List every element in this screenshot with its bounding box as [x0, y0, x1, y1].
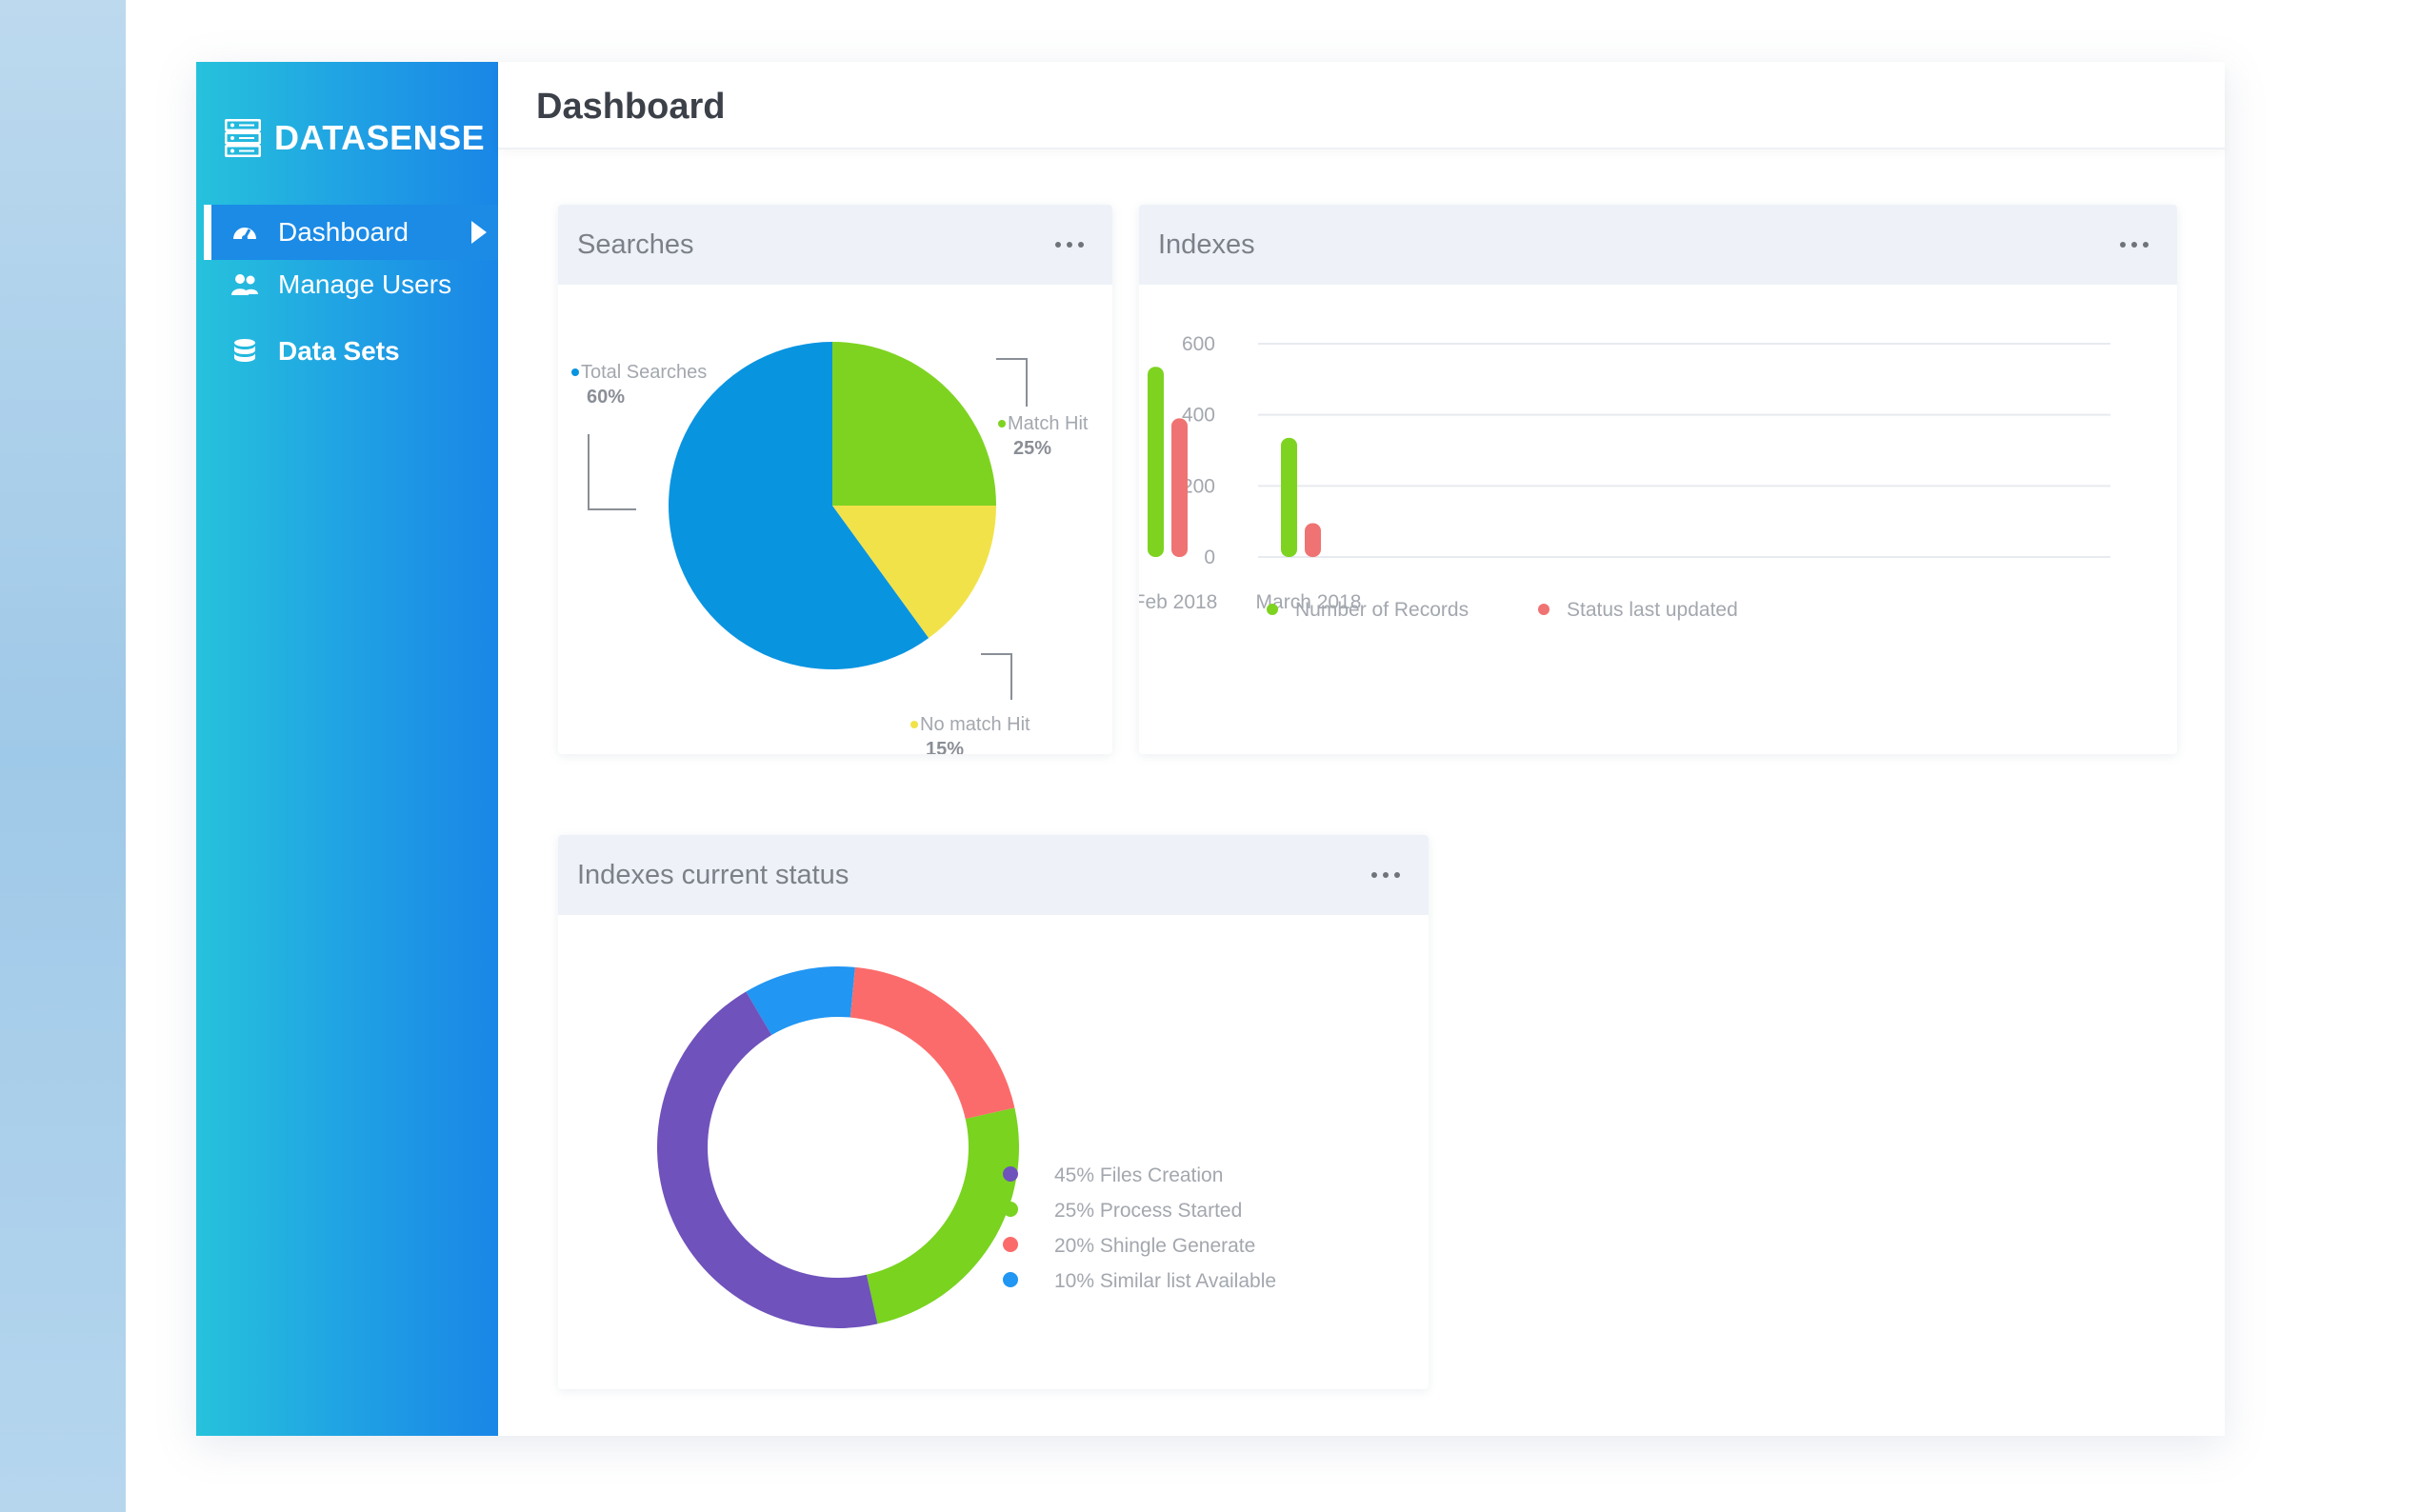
donut-hole — [708, 1017, 969, 1278]
y-tick-label: 200 — [1182, 475, 1215, 497]
pie-leader-line — [588, 434, 636, 510]
bar[interactable] — [1305, 523, 1321, 557]
pie-slice[interactable] — [832, 342, 996, 506]
background-strip — [0, 0, 126, 1512]
sidebar-item-manage-users[interactable]: Manage Users — [204, 257, 498, 312]
x-tick-label: Feb 2018 — [1139, 591, 1217, 613]
searches-card: Searches Match Hit 25% No match Hit 15% Tota… — [558, 205, 1112, 754]
pie-leader-line — [981, 653, 1012, 700]
server-stack-icon — [225, 119, 261, 157]
legend-label: 45% Files Creation — [1054, 1164, 1223, 1186]
pie-label-dot — [998, 420, 1006, 428]
sidebar-item-label: Data Sets — [278, 336, 400, 366]
pie-slice-label: Total Searches — [581, 362, 707, 383]
card-header: Indexes — [1139, 205, 2177, 285]
sidebar: DATASENSE Dashboard Manage Users — [196, 62, 498, 1436]
more-horizontal-icon[interactable] — [1366, 863, 1406, 887]
status-card: Indexes current status 45% Files Creatio… — [558, 835, 1429, 1389]
legend-label: 20% Shingle Generate — [1054, 1235, 1255, 1257]
pie-leader-line — [996, 358, 1028, 407]
brand[interactable]: DATASENSE — [225, 109, 485, 167]
app-window: DATASENSE Dashboard Manage Users — [196, 62, 2225, 1436]
users-icon — [231, 274, 258, 295]
bar[interactable] — [1171, 418, 1188, 557]
sidebar-item-dashboard[interactable]: Dashboard — [204, 205, 498, 260]
card-header: Indexes current status — [558, 835, 1429, 915]
x-tick-label: March 2018 — [1256, 591, 1362, 613]
legend-label: Number of Records — [1295, 599, 1469, 621]
more-horizontal-icon[interactable] — [1050, 232, 1090, 257]
y-tick-label: 600 — [1182, 333, 1215, 355]
pie-slice-value: 60% — [587, 387, 625, 408]
legend-dot — [1003, 1166, 1018, 1182]
legend-label: Status last updated — [1567, 599, 1738, 621]
pie-slice-value: 15% — [926, 739, 964, 754]
searches-pie-chart: Match Hit 25% No match Hit 15% Total Searche… — [571, 342, 1089, 754]
pie-slice[interactable] — [669, 342, 930, 669]
pie-slice-label: No match Hit — [920, 714, 1030, 735]
database-icon — [234, 339, 255, 362]
dashboard-gauge-icon — [233, 228, 256, 241]
sidebar-item-label: Dashboard — [278, 217, 409, 247]
card-title: Indexes — [1158, 229, 1255, 260]
status-donut-chart: 45% Files Creation 25% Process Started 20%… — [657, 966, 1276, 1328]
brand-name: DATASENSE — [274, 118, 486, 157]
pie-slice[interactable] — [832, 506, 996, 639]
legend-dot — [1003, 1272, 1018, 1287]
more-horizontal-icon[interactable] — [2114, 232, 2154, 257]
y-tick-label: 0 — [1204, 547, 1215, 568]
bar[interactable] — [1281, 437, 1297, 557]
indexes-bar-chart: 0200400600Oct 2017Nov 2017Dec 2017Jan 20… — [1139, 333, 2110, 621]
sidebar-item-label: Manage Users — [278, 269, 452, 299]
legend-label: 25% Process Started — [1054, 1200, 1242, 1222]
sidebar-item-data-sets[interactable]: Data Sets — [204, 324, 498, 379]
pie-slice-label: Match Hit — [1008, 413, 1089, 434]
card-header: Searches — [558, 205, 1112, 285]
y-tick-label: 400 — [1182, 405, 1215, 427]
pie-label-dot — [910, 721, 918, 728]
topbar: Dashboard — [498, 62, 2225, 149]
legend-dot — [1538, 604, 1549, 615]
legend-label: 10% Similar list Available — [1054, 1270, 1276, 1292]
bar[interactable] — [1148, 367, 1164, 557]
legend-dot — [1003, 1237, 1018, 1252]
indexes-card: Indexes 0200400600Oct 2017Nov 2017Dec 20… — [1139, 205, 2177, 754]
legend-dot — [1267, 604, 1278, 615]
page-title: Dashboard — [536, 87, 726, 127]
card-title: Searches — [577, 229, 694, 260]
pie-label-dot — [571, 368, 579, 376]
caret-right-icon — [471, 221, 487, 244]
card-title: Indexes current status — [577, 859, 850, 890]
legend-dot — [1003, 1202, 1018, 1217]
pie-slice-value: 25% — [1013, 438, 1051, 459]
